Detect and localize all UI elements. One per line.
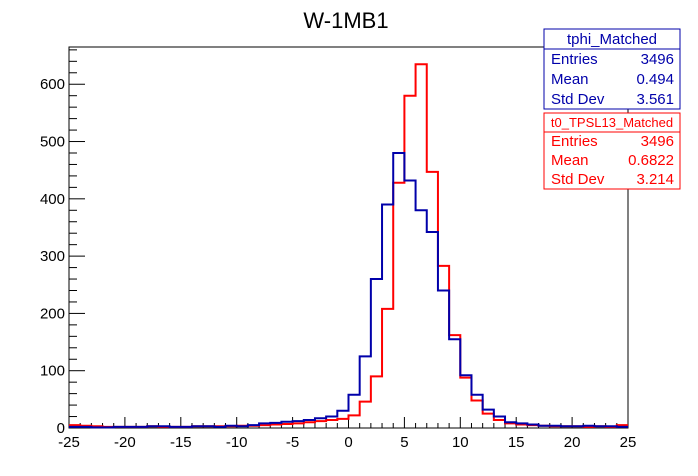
stats-std-dev-label: Std Dev <box>551 91 605 108</box>
stats-entries-label: Entries <box>551 133 598 150</box>
series-tphi_Matched <box>69 151 628 429</box>
histogram-line <box>69 151 628 429</box>
stats-mean-label: Mean <box>551 71 589 88</box>
x-tick-label: 15 <box>508 434 525 451</box>
stats-box-title: tphi_Matched <box>567 31 657 48</box>
stats-std-dev-label: Std Dev <box>551 171 605 188</box>
stats-std-dev-value: 3.214 <box>636 171 674 188</box>
stats-mean-value: 0.494 <box>636 71 674 88</box>
stats-mean-label: Mean <box>551 152 589 169</box>
y-tick-label: 400 <box>40 191 65 208</box>
y-tick-label: 600 <box>40 76 65 93</box>
stats-box-title: t0_TPSL13_Matched <box>551 115 673 130</box>
x-tick-label: -20 <box>114 434 136 451</box>
stats-box-frame <box>543 28 681 110</box>
stats-entries-value: 3496 <box>641 133 674 150</box>
x-tick-label: -15 <box>170 434 192 451</box>
x-tick-label: -10 <box>226 434 248 451</box>
stats-entries-value: 3496 <box>641 51 674 68</box>
stats-mean-value: 0.6822 <box>628 152 674 169</box>
x-tick-label: 0 <box>344 434 352 451</box>
x-tick-label: 20 <box>564 434 581 451</box>
y-tick-label: 100 <box>40 363 65 380</box>
y-tick-label: 0 <box>57 420 65 437</box>
stats-box-series-0: tphi_Matched Entries 3496 Mean 0.494 Std Dev 3… <box>543 28 681 110</box>
chart-title: W-1MB1 <box>303 8 388 33</box>
y-tick-label: 200 <box>40 305 65 322</box>
y-tick-label: 300 <box>40 248 65 265</box>
y-tick-label: 500 <box>40 134 65 151</box>
stats-box-frame <box>543 112 681 190</box>
x-tick-label: 5 <box>400 434 408 451</box>
stats-box-series-1: t0_TPSL13_Matched Entries 3496 Mean 0.6822 St… <box>543 112 681 190</box>
x-tick-label: 10 <box>452 434 469 451</box>
x-tick-label: -25 <box>58 434 80 451</box>
series-layer <box>69 63 628 429</box>
x-tick-label: 25 <box>620 434 637 451</box>
stats-entries-label: Entries <box>551 51 598 68</box>
x-tick-label: -5 <box>286 434 299 451</box>
stats-std-dev-value: 3.561 <box>636 91 674 108</box>
